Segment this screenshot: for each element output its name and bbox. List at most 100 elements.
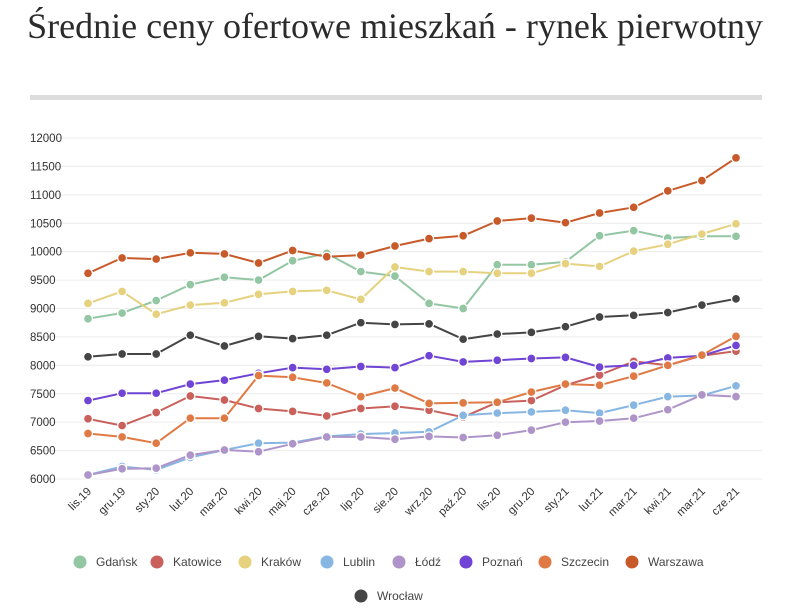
- data-point: [594, 415, 605, 427]
- data-point: [151, 295, 162, 306]
- data-point: [82, 413, 94, 424]
- data-point: [662, 239, 673, 250]
- data-point: [185, 330, 196, 341]
- data-point: [696, 175, 708, 186]
- data-point: [560, 352, 571, 363]
- y-tick-label: 10500: [30, 218, 62, 230]
- data-point: [730, 231, 742, 242]
- data-point: [151, 309, 162, 320]
- data-point: [82, 298, 94, 309]
- data-point: [594, 380, 605, 391]
- data-point: [730, 391, 742, 402]
- x-tick-label: maj.20: [266, 486, 299, 519]
- x-tick-label: gru.19: [97, 486, 129, 518]
- data-point: [458, 432, 469, 443]
- data-point: [253, 403, 264, 414]
- data-point: [662, 185, 673, 197]
- data-point: [185, 413, 196, 424]
- data-point: [526, 259, 537, 270]
- data-point: [219, 374, 230, 386]
- series-line-1: [87, 350, 737, 427]
- series-line-8: [87, 297, 737, 358]
- data-point: [219, 340, 230, 352]
- legend-label: Katowice: [173, 555, 222, 569]
- y-tick-label: 11500: [30, 161, 61, 173]
- y-tick-label: 6000: [30, 474, 56, 486]
- data-point: [116, 388, 128, 399]
- data-point: [355, 431, 366, 443]
- data-point: [185, 279, 196, 290]
- data-point: [389, 362, 401, 373]
- data-point: [526, 406, 537, 418]
- data-point: [526, 386, 537, 398]
- data-point: [219, 248, 230, 260]
- data-point: [662, 360, 673, 371]
- y-axis: 6000 6500 7000 7500 8000 8500 9000 9500 10000 105…: [30, 133, 62, 486]
- data-point: [492, 355, 503, 366]
- data-point: [628, 225, 639, 236]
- data-point: [116, 348, 128, 360]
- data-point: [151, 407, 162, 418]
- data-point: [321, 251, 332, 262]
- data-point: [696, 349, 708, 361]
- legend-swatch: [392, 555, 406, 569]
- legend-swatch: [150, 555, 164, 569]
- data-point: [560, 378, 571, 390]
- data-point: [287, 245, 298, 256]
- data-point: [662, 391, 673, 402]
- data-point: [185, 247, 196, 258]
- data-point: [82, 428, 94, 439]
- data-point: [287, 372, 298, 383]
- legend-label: Łódź: [415, 555, 441, 569]
- data-point: [389, 270, 401, 282]
- data-point: [458, 230, 469, 241]
- data-point: [321, 377, 332, 389]
- legend-swatch: [538, 555, 552, 569]
- data-point: [82, 313, 94, 324]
- data-point: [355, 294, 366, 305]
- data-point: [730, 331, 742, 342]
- data-point: [696, 389, 708, 401]
- data-point: [116, 252, 128, 264]
- series-lines: [87, 157, 737, 476]
- data-point: [287, 286, 298, 297]
- series-line-6: [87, 335, 737, 445]
- x-tick-label: mar.21: [675, 486, 708, 519]
- data-point: [185, 390, 196, 402]
- data-point: [423, 233, 435, 244]
- data-point: [423, 298, 435, 309]
- data-point: [458, 356, 469, 368]
- data-point: [321, 431, 332, 443]
- legend-label: Poznań: [482, 555, 523, 569]
- data-point: [628, 245, 639, 257]
- legend-swatch: [625, 555, 639, 569]
- data-point: [560, 258, 571, 269]
- data-point: [628, 202, 639, 213]
- legend-label: Gdańsk: [96, 555, 138, 569]
- data-point: [321, 330, 332, 341]
- data-point: [492, 268, 503, 279]
- data-point: [560, 217, 571, 228]
- data-point: [253, 331, 264, 342]
- x-tick-label: kwi.20: [233, 486, 265, 518]
- data-point: [458, 303, 469, 314]
- x-tick-label: paź.20: [436, 486, 469, 519]
- data-point: [253, 370, 264, 381]
- y-tick-label: 9000: [30, 304, 56, 316]
- data-point: [355, 391, 366, 402]
- data-point: [560, 321, 571, 332]
- grid-lines: [30, 137, 762, 480]
- data-point: [628, 413, 639, 424]
- data-point: [82, 351, 94, 362]
- legend-label: Kraków: [261, 555, 301, 569]
- legend-label: Lublin: [343, 555, 375, 569]
- data-point: [458, 410, 469, 421]
- x-tick-label: cze.20: [300, 486, 332, 518]
- x-tick-label: sty.21: [542, 486, 572, 516]
- data-point: [389, 240, 401, 252]
- legend: Gdańsk Katowice Kraków Lublin Łódź Poznań Szcz…: [73, 555, 704, 603]
- data-point: [253, 289, 264, 300]
- x-tick-label: gru.20: [506, 486, 538, 518]
- legend-swatch: [459, 555, 473, 569]
- data-point: [287, 406, 298, 417]
